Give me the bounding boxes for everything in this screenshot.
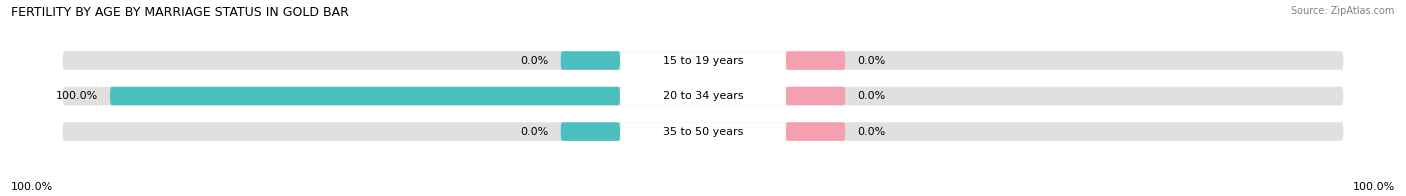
Text: 0.0%: 0.0% xyxy=(858,91,886,101)
FancyBboxPatch shape xyxy=(63,87,1343,105)
FancyBboxPatch shape xyxy=(620,51,786,70)
FancyBboxPatch shape xyxy=(110,87,620,105)
Text: FERTILITY BY AGE BY MARRIAGE STATUS IN GOLD BAR: FERTILITY BY AGE BY MARRIAGE STATUS IN G… xyxy=(11,6,349,19)
FancyBboxPatch shape xyxy=(561,51,620,70)
FancyBboxPatch shape xyxy=(786,87,845,105)
Text: Source: ZipAtlas.com: Source: ZipAtlas.com xyxy=(1291,6,1395,16)
Text: 0.0%: 0.0% xyxy=(858,127,886,137)
FancyBboxPatch shape xyxy=(786,51,845,70)
Text: 100.0%: 100.0% xyxy=(56,91,98,101)
Text: 0.0%: 0.0% xyxy=(520,127,548,137)
Text: 20 to 34 years: 20 to 34 years xyxy=(662,91,744,101)
Text: 15 to 19 years: 15 to 19 years xyxy=(662,55,744,65)
FancyBboxPatch shape xyxy=(786,122,845,141)
Text: 100.0%: 100.0% xyxy=(1353,182,1395,192)
FancyBboxPatch shape xyxy=(63,122,1343,141)
FancyBboxPatch shape xyxy=(620,87,786,105)
Text: 100.0%: 100.0% xyxy=(11,182,53,192)
Text: 0.0%: 0.0% xyxy=(858,55,886,65)
Text: 0.0%: 0.0% xyxy=(520,55,548,65)
FancyBboxPatch shape xyxy=(561,122,620,141)
Text: 35 to 50 years: 35 to 50 years xyxy=(662,127,744,137)
FancyBboxPatch shape xyxy=(63,51,1343,70)
FancyBboxPatch shape xyxy=(620,122,786,141)
